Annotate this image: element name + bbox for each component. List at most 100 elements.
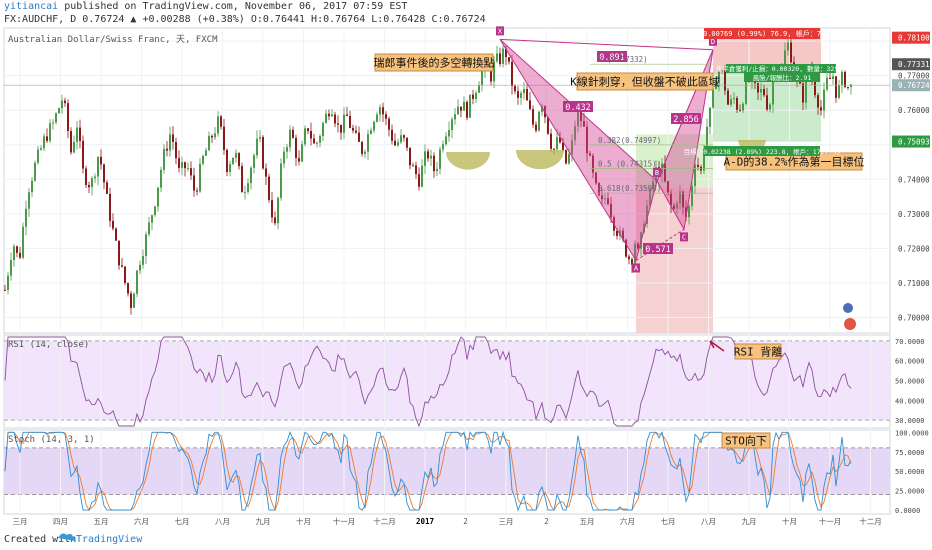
candle-body [436, 168, 438, 172]
pattern-ratio-box [597, 51, 627, 62]
candle-body [823, 89, 825, 111]
candle-body [595, 172, 597, 184]
candle-body [736, 98, 738, 110]
candle-body [142, 256, 144, 265]
candle-body [169, 134, 171, 151]
tradingview-brand[interactable]: TradingView [76, 534, 143, 545]
candle-body [523, 89, 525, 94]
candle-body [610, 204, 612, 218]
x-axis-tick: 十二月 [859, 516, 882, 526]
candle-body [16, 246, 18, 253]
candle-body [325, 113, 327, 123]
candle-body [100, 156, 102, 165]
candle-body [205, 150, 207, 156]
rounding-bottom-shape [516, 150, 564, 170]
candle-body [577, 108, 579, 127]
x-axis-tick: 八月 [701, 517, 716, 526]
candle-body [418, 174, 420, 187]
pattern-point-d-marker[interactable] [709, 36, 717, 46]
stoch-annotation: STO向下 [725, 433, 767, 447]
bubble-annotation-box[interactable] [374, 53, 494, 72]
candle-body [19, 252, 21, 258]
candle-body [121, 265, 123, 267]
x-axis-tick: 九月 [742, 517, 757, 526]
candle-body [625, 239, 627, 257]
candle-body [439, 149, 441, 169]
candle-body [841, 71, 843, 86]
candle-body [562, 142, 564, 150]
candle-body [355, 130, 357, 133]
candle-body [166, 148, 168, 151]
x-axis-tick: 十月 [296, 516, 311, 526]
candle-body [568, 154, 570, 164]
target-label: 目標：0.02238 (2.89%) 223.8, 帳戶：1727.55 [684, 147, 840, 156]
candle-body [34, 162, 36, 181]
pattern-point-x: X [498, 27, 503, 35]
stoch-axis-tick: 50.0000 [895, 468, 925, 476]
candle-body [187, 168, 189, 170]
candle-body [511, 61, 513, 87]
stoch-annotation-box[interactable] [721, 432, 771, 449]
rsi-divergence-arrow [709, 340, 725, 352]
candle-body [385, 114, 387, 119]
price-axis-tick: 0.77000 [898, 72, 930, 81]
candle-body [322, 122, 324, 137]
candle-body [676, 203, 678, 209]
candle-body [466, 101, 468, 118]
rsi-annotation-box[interactable] [734, 343, 782, 360]
rsi-line[interactable] [4, 336, 852, 428]
candle-body [628, 256, 630, 260]
candle-body [619, 230, 621, 236]
candle-body [307, 128, 309, 132]
pattern-point-b: B [655, 169, 659, 177]
dividend-flag-icon[interactable] [844, 318, 856, 330]
rsi-axis-tick: 50.0000 [895, 378, 925, 386]
stoch-k-line[interactable] [4, 430, 852, 512]
candle-body [616, 230, 618, 236]
rr-label-box [744, 73, 820, 82]
candle-body [664, 163, 666, 182]
pattern-point-x-marker[interactable] [496, 26, 504, 36]
candle-body [223, 126, 225, 150]
candle-body [553, 148, 555, 150]
tradingview-logo-icon[interactable] [58, 533, 76, 541]
pattern-point-a-marker[interactable] [632, 263, 640, 273]
candle-body [709, 107, 711, 127]
candle-body [160, 169, 162, 188]
kline-annotation-box[interactable] [576, 72, 714, 91]
candle-body [262, 136, 264, 169]
candle-body [727, 90, 729, 105]
candle-body [772, 77, 774, 105]
candle-body [133, 293, 135, 308]
candle-body [601, 195, 603, 200]
candle-body [670, 192, 672, 206]
candle-body [403, 135, 405, 138]
candle-body [820, 107, 822, 111]
candle-body [814, 80, 816, 96]
rr-label: 風險/報酬比：2.91 [753, 73, 812, 82]
author-link[interactable]: yitiancai [4, 1, 59, 12]
x-axis-tick: 2 [544, 517, 549, 526]
candle-body [373, 121, 375, 131]
pattern-point-c-marker[interactable] [680, 232, 688, 242]
candle-body [604, 198, 606, 200]
candle-body [850, 84, 852, 88]
candle-body [769, 104, 771, 110]
candle-body [241, 166, 243, 193]
candle-body [91, 178, 93, 188]
event-flag-icon[interactable] [843, 303, 853, 313]
candle-body [733, 98, 735, 100]
candle-body [118, 240, 120, 266]
candle-body [361, 141, 363, 154]
price-axis-tick: 0.73000 [898, 210, 930, 219]
candle-body [421, 165, 423, 187]
pattern-ratio-box [643, 243, 673, 254]
candle-body [832, 76, 834, 79]
pattern-point-b-marker[interactable] [653, 168, 661, 178]
candle-body [283, 151, 285, 164]
kline-annotation: K線針刺穿，但收盤不破此區域 [570, 74, 720, 88]
candle-body [805, 77, 807, 103]
candle-body [208, 135, 210, 151]
x-axis-tick: 七月 [661, 517, 676, 526]
